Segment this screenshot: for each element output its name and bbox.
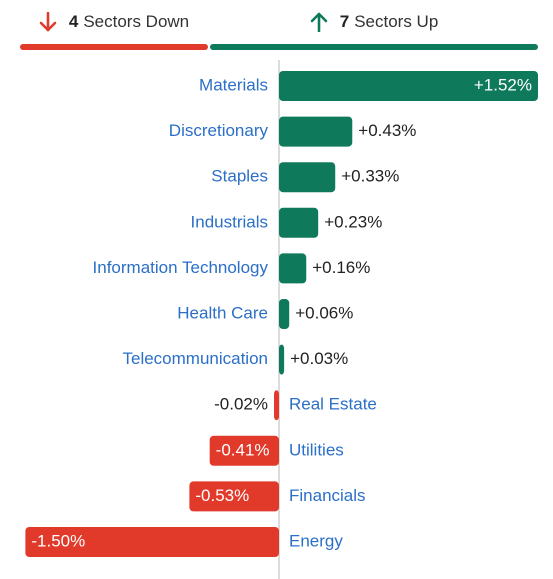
- category-label-industrials: Industrials: [191, 212, 268, 231]
- category-label-energy: Energy: [289, 531, 343, 550]
- category-label-financials: Financials: [289, 486, 366, 505]
- value-label-materials: +1.52%: [474, 75, 532, 94]
- bar-industrials: [279, 207, 319, 238]
- bar-utilities: [209, 435, 279, 466]
- sectors-down-bar: [20, 44, 208, 50]
- arrow-up-icon: [310, 12, 328, 32]
- category-label-telecommunication: Telecommunication: [122, 349, 268, 368]
- value-label-utilities: -0.41%: [216, 440, 270, 459]
- value-label-industrials: +0.23%: [324, 212, 382, 231]
- bar-staples: [279, 162, 336, 193]
- sectors-down-summary: 4 Sectors Down: [20, 10, 208, 34]
- category-label-discretionary: Discretionary: [169, 121, 269, 140]
- value-label-information-technology: +0.16%: [312, 258, 370, 277]
- value-label-telecommunication: +0.03%: [290, 349, 348, 368]
- value-label-staples: +0.33%: [341, 167, 399, 186]
- sectors-up-summary: 7 Sectors Up: [210, 10, 538, 34]
- sectors-down-label: Sectors Down: [83, 12, 190, 31]
- sectors-down-count: 4: [68, 12, 79, 31]
- category-label-staples: Staples: [211, 167, 268, 186]
- category-label-utilities: Utilities: [289, 440, 344, 459]
- bar-discretionary: [279, 116, 353, 147]
- bar-real-estate: [274, 390, 279, 421]
- bar-telecommunication: [279, 344, 285, 375]
- value-label-health-care: +0.06%: [295, 303, 353, 322]
- category-label-health-care: Health Care: [177, 303, 268, 322]
- value-label-real-estate: -0.02%: [214, 395, 268, 414]
- bar-energy: [25, 527, 280, 557]
- value-label-financials: -0.53%: [195, 486, 249, 505]
- sectors-up-bar: [210, 44, 538, 50]
- category-label-real-estate: Real Estate: [289, 395, 377, 414]
- bar-health-care: [279, 299, 290, 329]
- bar-information-technology: [279, 253, 307, 284]
- sectors-up-label: Sectors Up: [354, 12, 439, 31]
- category-label-information-technology: Information Technology: [93, 258, 269, 277]
- value-label-energy: -1.50%: [31, 531, 85, 550]
- arrow-down-icon: [39, 12, 57, 32]
- category-label-materials: Materials: [199, 75, 268, 94]
- sector-performance-chart: Materials +1.52% Discretionary +0.43% Staple…: [25, 60, 538, 579]
- bar-materials: [279, 71, 538, 101]
- sector-summary: 4 Sectors Down 7 Sectors Up: [0, 0, 553, 54]
- bar-financials: [189, 481, 279, 512]
- sectors-up-count: 7: [339, 12, 350, 31]
- value-label-discretionary: +0.43%: [358, 121, 416, 140]
